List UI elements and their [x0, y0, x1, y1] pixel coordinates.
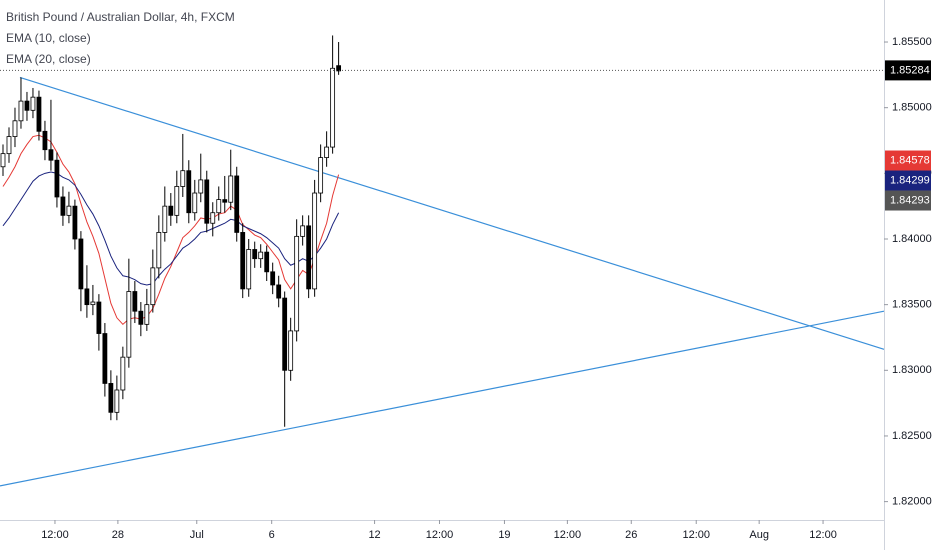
x-tick-label: Jul [190, 529, 204, 541]
price-label-bg [885, 190, 931, 211]
candle-body [102, 333, 108, 384]
candle-body [114, 389, 120, 413]
candle-body [312, 192, 318, 290]
y-tick-label: 1.82000 [892, 496, 932, 508]
candle-body [222, 199, 228, 203]
candle-body [66, 205, 72, 216]
y-tick-label: 1.84000 [892, 233, 932, 245]
candle-body [6, 136, 12, 155]
x-tick-label: 12:00 [682, 529, 710, 541]
legend-entry: EMA (10, close) [6, 31, 91, 45]
candle-body [0, 153, 6, 168]
x-tick-label: Aug [749, 529, 769, 541]
price-label: 1.84299 [890, 174, 930, 186]
candle-body [108, 383, 114, 413]
plot-area [0, 35, 885, 487]
candle-body [336, 65, 342, 72]
trendline [19, 76, 885, 350]
price-label-bg [885, 150, 931, 171]
candle-body [234, 175, 240, 233]
candle-body [282, 297, 288, 371]
candle-body [18, 100, 24, 122]
candle-body [318, 157, 324, 194]
x-tick-label: 12:00 [41, 529, 69, 541]
candle-body [162, 205, 168, 233]
ema-line [2, 134, 340, 326]
y-tick-label: 1.83500 [892, 299, 932, 311]
candle-body [48, 149, 54, 161]
candle-body [300, 225, 306, 237]
candle-body [78, 238, 84, 290]
candle-body [306, 225, 312, 290]
candle-body [168, 205, 174, 216]
candle-body [12, 120, 18, 137]
candle-body [54, 159, 60, 198]
candle-body [258, 251, 264, 260]
candle-body [120, 356, 126, 391]
legend-entry: EMA (20, close) [6, 52, 91, 66]
candle-body [198, 179, 204, 194]
trendline [0, 310, 885, 487]
y-tick-label: 1.82500 [892, 430, 932, 442]
candle-body [240, 232, 246, 290]
candle-body [150, 267, 156, 306]
x-tick-label: 19 [498, 529, 510, 541]
price-label: 1.84293 [890, 194, 930, 206]
chart-title: British Pound / Australian Dollar, 4h, F… [6, 10, 235, 24]
candle-body [246, 249, 252, 290]
x-tick-label: 12:00 [554, 529, 582, 541]
candle-body [174, 186, 180, 216]
candle-body [96, 301, 102, 334]
candle-body [276, 284, 282, 299]
candle-body [192, 192, 198, 214]
x-tick-label: 28 [112, 529, 124, 541]
candle-body [30, 96, 36, 111]
candle-body [270, 271, 276, 286]
x-tick-label: 12:00 [426, 529, 454, 541]
last-price-label: 1.85284 [890, 64, 930, 76]
y-tick-label: 1.83000 [892, 364, 932, 376]
candle-body [204, 179, 210, 224]
candle-body [36, 96, 42, 132]
candle-body [324, 146, 330, 158]
candle-body [186, 170, 192, 214]
candle-body [180, 170, 186, 187]
candle-body [72, 205, 78, 240]
candle-body [132, 291, 138, 312]
candle-body [294, 235, 300, 332]
price-label: 1.84578 [890, 154, 930, 166]
candle-body [156, 232, 162, 269]
candle-body [330, 67, 336, 148]
price-label-bg [885, 170, 931, 191]
y-tick-label: 1.85000 [892, 102, 932, 114]
candle-body [138, 310, 144, 325]
candle-body [216, 199, 222, 214]
candle-body [60, 196, 66, 216]
candle-body [288, 330, 294, 371]
x-tick-label: 6 [269, 529, 275, 541]
candle-body [264, 251, 270, 273]
y-tick-label: 1.85500 [892, 36, 932, 48]
candle-body [126, 291, 132, 358]
x-tick-label: 12:00 [809, 529, 837, 541]
x-tick-label: 26 [625, 529, 637, 541]
candle-body [42, 130, 48, 151]
candle-body [144, 304, 150, 325]
candle-body [228, 175, 234, 203]
candle-body [210, 212, 216, 224]
x-tick-label: 12 [368, 529, 380, 541]
candle-body [90, 301, 96, 306]
candle-body [24, 100, 30, 111]
price-label-bg [885, 60, 931, 81]
candle-body [252, 249, 258, 260]
candle-body [84, 288, 90, 306]
